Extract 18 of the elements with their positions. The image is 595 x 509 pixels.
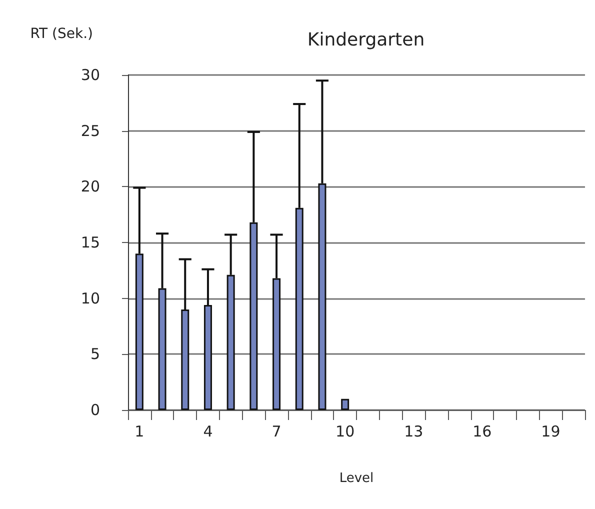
x-tick-label: 1 xyxy=(134,422,144,440)
x-tick-label: 10 xyxy=(336,422,355,440)
y-axis-title: RT (Sek.) xyxy=(30,26,93,42)
x-tick-label: 16 xyxy=(472,422,492,440)
x-axis-title: Level xyxy=(339,471,374,486)
x-tick-label: 4 xyxy=(203,422,213,440)
y-tick-label: 10 xyxy=(80,289,100,308)
chart-title: Kindergarten xyxy=(307,30,425,50)
y-tick-label: 30 xyxy=(80,66,100,84)
y-tick-label: 15 xyxy=(80,234,100,252)
y-tick-label: 5 xyxy=(90,345,100,364)
x-tick-label: 7 xyxy=(272,422,282,440)
y-tick-label: 20 xyxy=(80,178,100,196)
bar xyxy=(341,398,350,410)
x-tick-label: 19 xyxy=(541,422,560,440)
x-tick-label: 13 xyxy=(404,422,424,440)
y-tick-label: 25 xyxy=(80,122,100,140)
y-tick-label: 0 xyxy=(90,401,100,419)
